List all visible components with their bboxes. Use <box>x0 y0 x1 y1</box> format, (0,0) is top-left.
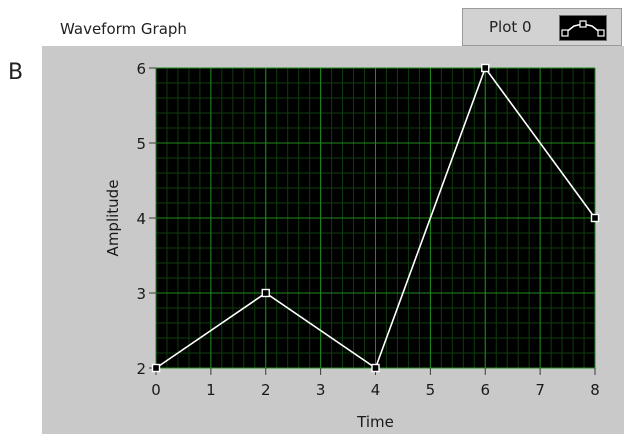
legend-plot-name: Plot 0 <box>489 18 532 36</box>
axes: 0 1 2 3 4 5 6 7 8 2 3 4 5 6 <box>136 60 599 399</box>
x-axis-title: Time <box>356 413 394 431</box>
y-tick-label: 4 <box>136 210 146 228</box>
x-tick-label: 7 <box>535 381 545 399</box>
data-point <box>371 363 380 373</box>
y-tick-label: 5 <box>136 135 146 153</box>
x-tick-label: 8 <box>590 381 600 399</box>
plot-legend[interactable]: Plot 0 <box>462 8 622 46</box>
y-tick-label: 2 <box>136 360 146 378</box>
graph-title: Waveform Graph <box>60 20 187 38</box>
x-tick-label: 5 <box>426 381 436 399</box>
x-tick-label: 4 <box>371 381 381 399</box>
x-tick-label: 6 <box>480 381 490 399</box>
y-tick-label: 3 <box>136 285 146 303</box>
x-tick-label: 2 <box>261 381 271 399</box>
x-tick-label: 0 <box>151 381 161 399</box>
line-with-square-points-icon[interactable] <box>559 15 607 41</box>
y-tick-label: 6 <box>136 60 146 78</box>
y-axis-title: Amplitude <box>104 180 122 257</box>
trace-layer <box>151 63 600 373</box>
data-point <box>261 288 270 298</box>
data-point <box>481 63 490 73</box>
data-point <box>590 213 600 223</box>
x-tick-label: 3 <box>316 381 326 399</box>
panel-label: B <box>8 60 24 85</box>
x-tick-label: 1 <box>206 381 216 399</box>
data-point <box>151 363 161 373</box>
